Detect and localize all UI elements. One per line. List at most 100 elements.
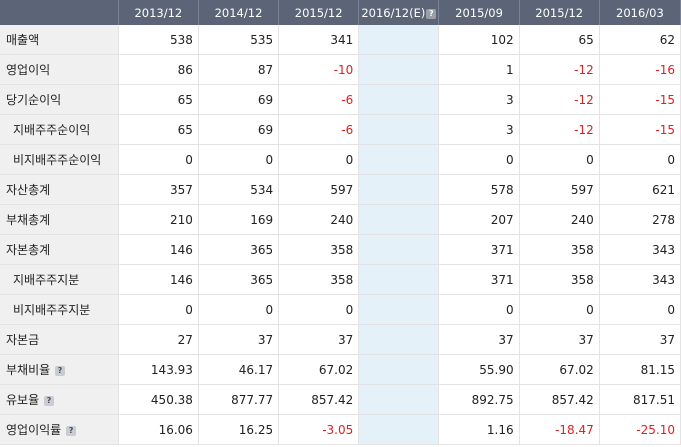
value-cell: -25.10 <box>599 414 681 445</box>
estimate-cell <box>358 384 440 415</box>
value-cell: 65 <box>519 25 600 55</box>
value-cell: 892.75 <box>438 384 520 415</box>
row-label: 지배주주순이익 <box>0 114 119 145</box>
table-row: 영업이익률 ? 16.06 16.25 -3.05 1.16 -18.47 -25.10 <box>0 414 681 445</box>
help-icon[interactable]: ? <box>66 426 77 436</box>
row-label: 매출액 <box>0 25 119 55</box>
help-icon[interactable]: ? <box>426 8 437 19</box>
value-cell: 0 <box>438 144 520 175</box>
value-cell: -15 <box>599 84 681 115</box>
row-label: 지배주주지분 <box>0 264 119 295</box>
value-cell: 169 <box>198 204 280 235</box>
value-cell: 62 <box>599 25 681 55</box>
value-cell: 37 <box>278 324 360 355</box>
estimate-cell <box>358 144 440 175</box>
value-cell: 535 <box>198 25 280 55</box>
value-cell: -3.05 <box>278 414 360 445</box>
row-label-text: 비지배주주지분 <box>13 303 91 317</box>
header-row: 2013/12 2014/12 2015/12 2016/12(E)? 2015… <box>0 0 681 25</box>
estimate-cell <box>358 354 440 385</box>
row-label: 부채총계 <box>0 204 119 235</box>
table-row: 부채총계 210 169 240 207 240 278 <box>0 204 681 235</box>
estimate-cell <box>358 204 440 235</box>
value-cell: 365 <box>198 264 280 295</box>
estimate-cell <box>358 324 440 355</box>
value-cell: 27 <box>118 324 199 355</box>
value-cell: 87 <box>198 54 280 85</box>
value-cell: 817.51 <box>599 384 681 415</box>
value-cell: 46.17 <box>198 354 280 385</box>
row-label-text: 자본총계 <box>6 243 51 257</box>
table-row: 비지배주주순이익 0 0 0 0 0 0 <box>0 144 681 175</box>
table-row: 자본총계 146 365 358 371 358 343 <box>0 234 681 265</box>
value-cell: 597 <box>278 174 360 205</box>
value-cell: 597 <box>519 174 600 205</box>
row-label: 영업이익 <box>0 54 119 85</box>
value-cell: 0 <box>599 144 681 175</box>
help-icon[interactable]: ? <box>55 366 65 376</box>
help-icon[interactable]: ? <box>43 396 54 406</box>
value-cell: 67.02 <box>278 354 360 385</box>
table-row: 영업이익 86 87 -10 1 -12 -16 <box>0 54 681 85</box>
value-cell: -12 <box>519 114 600 145</box>
value-cell: 0 <box>519 144 600 175</box>
column-header: 2015/12 <box>278 0 360 25</box>
row-label: 부채비율 ? <box>0 354 119 385</box>
value-cell: 37 <box>198 324 280 355</box>
value-cell: 0 <box>599 294 681 325</box>
table-row: 당기순이익 65 69 -6 3 -12 -15 <box>0 84 681 115</box>
value-cell: -12 <box>519 84 600 115</box>
value-cell: 16.06 <box>118 414 199 445</box>
value-cell: 358 <box>519 264 600 295</box>
row-label: 자본총계 <box>0 234 119 265</box>
estimate-cell <box>358 54 440 85</box>
value-cell: -6 <box>278 114 360 145</box>
row-label: 유보율 ? <box>0 384 119 415</box>
value-cell: 102 <box>438 25 520 55</box>
table-row: 자본금 27 37 37 37 37 37 <box>0 324 681 355</box>
table-row: 자산총계 357 534 597 578 597 621 <box>0 174 681 205</box>
column-header: 2013/12 <box>118 0 199 25</box>
value-cell: 857.42 <box>278 384 360 415</box>
value-cell: -10 <box>278 54 360 85</box>
value-cell: 69 <box>198 114 280 145</box>
value-cell: 65 <box>118 84 199 115</box>
value-cell: 450.38 <box>118 384 199 415</box>
row-label: 자본금 <box>0 324 119 355</box>
value-cell: 86 <box>118 54 199 85</box>
value-cell: 3 <box>438 84 520 115</box>
value-cell: 341 <box>278 25 360 55</box>
table-row: 지배주주순이익 65 69 -6 3 -12 -15 <box>0 114 681 145</box>
value-cell: 538 <box>118 25 199 55</box>
value-cell: 69 <box>198 84 280 115</box>
value-cell: 0 <box>519 294 600 325</box>
value-cell: 877.77 <box>198 384 280 415</box>
column-header-estimate: 2016/12(E)? <box>358 0 440 25</box>
value-cell: 0 <box>198 144 280 175</box>
value-cell: 365 <box>198 234 280 265</box>
value-cell: 278 <box>599 204 681 235</box>
value-cell: -6 <box>278 84 360 115</box>
value-cell: 81.15 <box>599 354 681 385</box>
row-label-text: 자본금 <box>6 333 40 347</box>
value-cell: 358 <box>519 234 600 265</box>
row-label-text: 영업이익률 <box>6 423 62 437</box>
column-header: 2015/09 <box>438 0 520 25</box>
value-cell: 55.90 <box>438 354 520 385</box>
value-cell: 146 <box>118 234 199 265</box>
row-label: 당기순이익 <box>0 84 119 115</box>
value-cell: -15 <box>599 114 681 145</box>
row-label-text: 당기순이익 <box>6 93 62 107</box>
value-cell: 37 <box>519 324 600 355</box>
table-row: 비지배주주지분 0 0 0 0 0 0 <box>0 294 681 325</box>
value-cell: 0 <box>118 144 199 175</box>
value-cell: 0 <box>118 294 199 325</box>
row-label-text: 지배주주순이익 <box>13 123 91 137</box>
value-cell: 146 <box>118 264 199 295</box>
value-cell: 371 <box>438 234 520 265</box>
value-cell: 534 <box>198 174 280 205</box>
value-cell: 37 <box>438 324 520 355</box>
value-cell: 207 <box>438 204 520 235</box>
row-label: 비지배주주순이익 <box>0 144 119 175</box>
